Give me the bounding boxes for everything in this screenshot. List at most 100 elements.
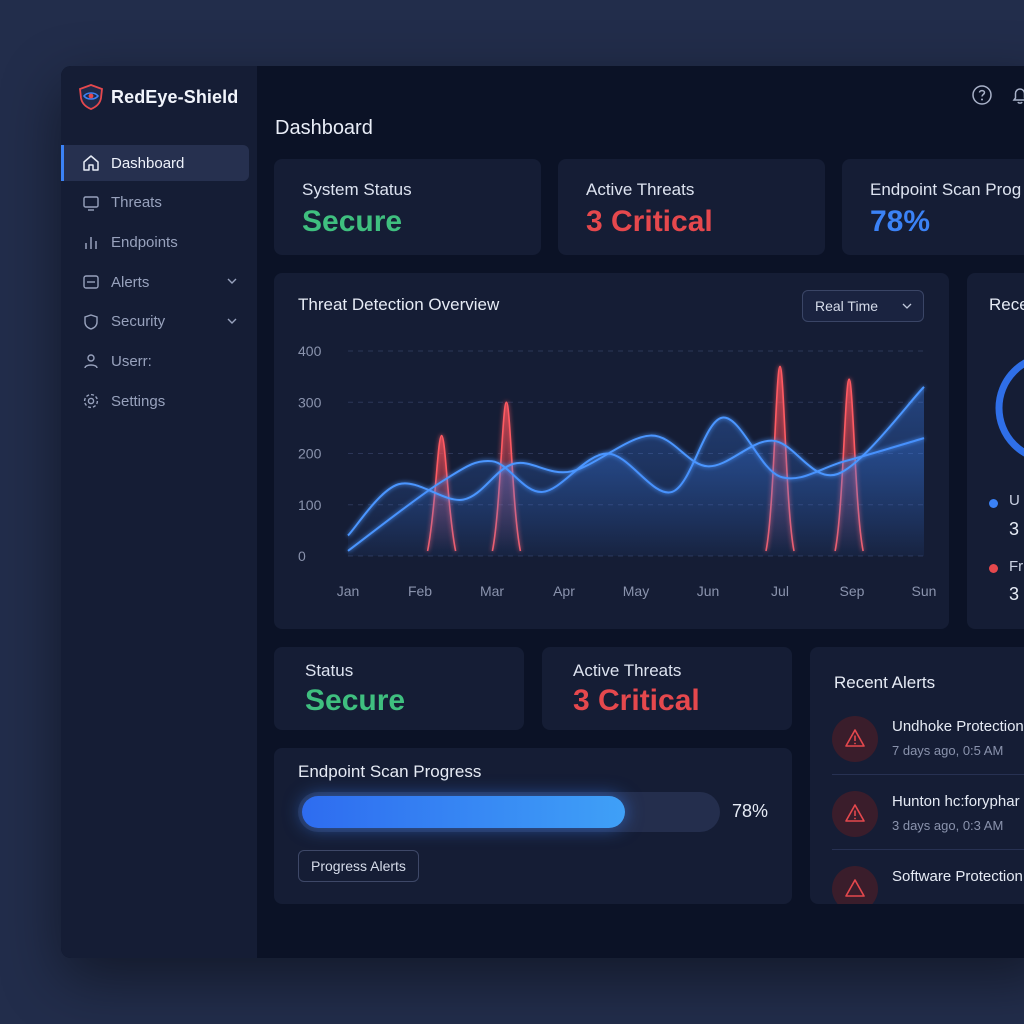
header-actions [971,84,1024,106]
sidebar: RedEye-Shield Dashboard Threats Endpoint… [61,66,257,958]
donut-chart [995,359,1024,457]
user-icon [81,351,101,371]
x-tick-label: Sun [912,583,937,599]
shield-icon [81,312,101,332]
alert-title: Software Protection [892,868,1023,885]
bars-icon [81,232,101,252]
series-line [347,386,925,537]
brand[interactable]: RedEye-Shield [77,83,238,111]
stat-label: Status [305,661,354,680]
y-tick-label: 100 [298,497,322,513]
stat-card-active-threats: Active Threats 3 Critical [558,159,825,255]
x-tick-label: Apr [553,583,575,599]
sidebar-item-label: Settings [111,392,166,410]
legend-label: Fr [1009,558,1024,575]
series-area [348,386,924,556]
home-icon [81,153,101,173]
x-tick-label: Sep [840,583,865,599]
legend-label: U [1009,492,1020,509]
sidebar-item-label: Endpoints [111,233,178,251]
legend-dot [989,564,998,573]
scan-title: Endpoint Scan Progress [298,762,482,781]
recent-panel-title: Rece [989,295,1024,314]
alert-item[interactable]: Undhoke Protection 7 days ago, 0:5 AM [832,703,1024,775]
sidebar-item-threats[interactable]: Threats [61,185,249,221]
sidebar-item-security[interactable]: Security [61,304,249,340]
stat-value: 78% [870,205,931,238]
warning-icon [832,866,878,904]
stat-label: Active Threats [586,180,695,199]
alert-time: 3 days ago, 0:3 AM [892,818,1004,833]
y-tick-label: 0 [298,548,306,564]
stat-label: System Status [302,180,412,199]
alert-item[interactable]: Software Protection [832,853,1024,904]
alert-title: Undhoke Protection [892,718,1024,735]
stat-label: Endpoint Scan Prog [870,180,1022,199]
legend-dot [989,499,998,508]
sidebar-nav: Dashboard Threats Endpoints Alerts [61,145,249,423]
sidebar-item-dashboard[interactable]: Dashboard [61,145,249,181]
range-select-value: Real Time [815,298,879,314]
y-tick-label: 300 [298,394,322,410]
sidebar-item-label: Dashboard [111,154,185,172]
sidebar-item-endpoints[interactable]: Endpoints [61,224,249,260]
sidebar-item-alerts[interactable]: Alerts [61,264,249,300]
chart-title: Threat Detection Overview [298,295,500,314]
chevron-down-icon [902,303,912,309]
chevron-down-icon[interactable] [225,274,239,288]
recent-panel: Rece U 3 Fr 3 [967,273,1024,629]
stat-card-status: Status Secure [274,647,524,730]
progress-alerts-button[interactable]: Progress Alerts [298,850,419,882]
stat-card-system-status: System Status Secure [274,159,541,255]
gear-icon [81,391,101,411]
progress-percent: 78% [732,801,769,821]
sidebar-item-label: Threats [111,194,162,212]
progress-fill [302,796,625,828]
main-content: Dashboard System Status Secure Active Th… [257,66,1024,958]
threat-chart: 0 100 200 300 400 Jan Feb Mar Apr May Jun Jul Sep Sun [298,343,937,599]
y-tick-label: 400 [298,343,322,359]
chevron-down-icon[interactable] [225,314,239,328]
x-tick-label: Feb [408,583,432,599]
recent-alerts-card: Recent Alerts Undhoke Protection 7 days … [810,647,1024,904]
y-tick-label: 200 [298,446,322,462]
x-tick-label: May [623,583,649,599]
recent-alerts-title: Recent Alerts [834,673,936,692]
sidebar-item-label: Security [111,313,166,331]
legend-value: 3 [1009,584,1020,604]
donut-ring [995,359,1024,457]
app-window: RedEye-Shield Dashboard Threats Endpoint… [61,66,1024,958]
stat-value: Secure [305,684,406,717]
stat-card-active-threats-2: Active Threats 3 Critical [542,647,792,730]
scan-progress-card: Endpoint Scan Progress 78% Progress Aler… [274,748,792,904]
x-tick-label: Jul [771,583,789,599]
bell-icon[interactable] [1009,84,1024,106]
progress-bar [298,792,720,832]
range-select[interactable]: Real Time [802,290,924,322]
legend-value: 3 [1009,519,1020,539]
alert-title: Hunton hc:foryphar [892,793,1020,810]
alert-item[interactable]: Hunton hc:foryphar 3 days ago, 0:3 AM [832,778,1024,850]
stat-value: Secure [302,205,403,238]
sidebar-item-settings[interactable]: Settings [61,383,249,419]
sidebar-item-label: Userr: [111,352,152,370]
x-tick-label: Mar [480,583,504,599]
x-tick-label: Jan [337,583,360,599]
stat-value: 3 Critical [573,684,700,717]
sidebar-item-label: Alerts [111,273,150,291]
stat-card-endpoint-scan: Endpoint Scan Prog 78% [842,159,1024,255]
page-title: Dashboard [275,117,373,139]
alert-time: 7 days ago, 0:5 AM [892,743,1004,758]
warning-icon [832,791,878,837]
warning-icon [832,716,878,762]
monitor-icon [81,193,101,213]
stat-value: 3 Critical [586,205,713,238]
alert-box-icon [81,272,101,292]
shield-eye-icon [79,84,103,110]
help-icon[interactable] [971,84,993,106]
threat-chart-card: Threat Detection Overview Real Time [274,273,949,629]
sidebar-item-users[interactable]: Userr: [61,343,249,379]
brand-name: RedEye-Shield [111,86,239,107]
x-tick-label: Jun [697,583,720,599]
stat-label: Active Threats [573,661,682,680]
